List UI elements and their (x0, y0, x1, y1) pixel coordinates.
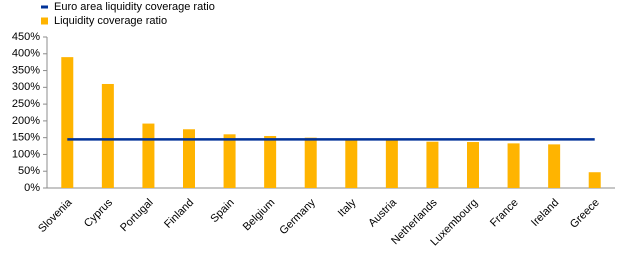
x-tick-label: Ireland (529, 197, 561, 229)
bar (223, 134, 236, 188)
x-tick-label: France (488, 197, 521, 230)
x-tick-label: Spain (208, 197, 236, 225)
bar (345, 138, 358, 188)
y-tick-label: 250% (12, 98, 40, 110)
y-tick-label: 50% (18, 165, 40, 177)
legend-label: Liquidity coverage ratio (54, 15, 167, 27)
x-tick-label: Austria (366, 196, 399, 229)
y-tick-label: 300% (12, 81, 40, 93)
bar (588, 172, 601, 188)
bar (142, 123, 155, 188)
x-tick-label: Greece (568, 197, 602, 231)
bar (426, 141, 439, 188)
bar (385, 139, 398, 188)
legend-swatch (41, 17, 48, 25)
bar (548, 144, 561, 188)
bar (101, 83, 114, 188)
bar (304, 137, 317, 188)
bar (183, 129, 195, 188)
bar (507, 143, 520, 188)
y-tick-label: 0% (24, 182, 40, 194)
bar (467, 142, 479, 188)
x-tick-label: Cyprus (82, 196, 115, 229)
bar (61, 57, 74, 189)
legend-swatch (41, 5, 48, 9)
y-tick-label: 200% (12, 115, 40, 127)
y-tick-label: 350% (12, 64, 40, 76)
y-tick-label: 400% (12, 48, 40, 60)
x-tick-label: Belgium (241, 197, 278, 234)
y-tick-label: 150% (12, 132, 40, 144)
x-tick-label: Germany (277, 196, 318, 237)
bar (264, 135, 277, 188)
x-tick-label: Finland (162, 197, 196, 231)
x-tick-label: Portugal (118, 197, 155, 234)
legend-label: Euro area liquidity coverage ratio (54, 1, 215, 13)
y-tick-label: 450% (12, 31, 40, 43)
x-tick-label: Italy (336, 196, 359, 219)
x-tick-label: Slovenia (36, 196, 75, 235)
y-tick-label: 100% (12, 148, 40, 160)
